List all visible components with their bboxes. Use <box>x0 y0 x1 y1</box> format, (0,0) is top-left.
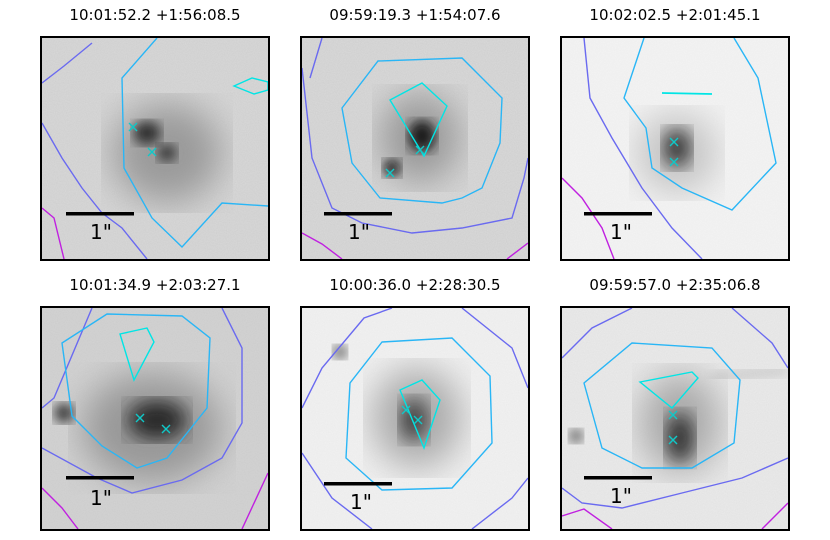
contour-outer <box>471 477 528 529</box>
contour-inner <box>638 371 699 409</box>
cutout-panel-5: 10:00:36.0 +2:28:30.5 1" <box>300 270 530 531</box>
contour-outer <box>42 122 148 259</box>
scale-bar-label: 1" <box>90 220 112 244</box>
scale-bar <box>584 212 652 216</box>
contour-outer <box>731 308 788 369</box>
contour-outer <box>562 308 633 359</box>
scale-bar <box>324 212 392 216</box>
scale-bar-label: 1" <box>350 490 372 514</box>
source-marker <box>668 410 678 420</box>
panel-title: 10:02:02.5 +2:01:45.1 <box>589 6 761 24</box>
contour-outer <box>562 457 788 509</box>
contour-far <box>506 242 528 259</box>
contour-mid <box>345 337 493 491</box>
source-marker <box>401 405 411 415</box>
image-cutout: 1" <box>40 36 270 261</box>
panel-title: 10:00:36.0 +2:28:30.5 <box>329 276 501 294</box>
contour-mid <box>623 38 777 211</box>
image-cutout: 1" <box>300 36 530 261</box>
contour-inner <box>399 379 441 451</box>
cutout-panel-3: 10:02:02.5 +2:01:45.1 1" <box>560 0 790 261</box>
scale-bar <box>324 482 392 486</box>
contour-far <box>241 472 268 529</box>
cutout-panel-1: 10:01:52.2 +1:56:08.5 1" <box>40 0 270 261</box>
scale-bar-label: 1" <box>348 220 370 244</box>
contour-outer <box>302 452 373 529</box>
panel-title: 09:59:57.0 +2:35:06.8 <box>589 276 761 294</box>
contour-outer <box>42 308 93 409</box>
source-marker <box>147 147 157 157</box>
contour-far <box>302 232 343 259</box>
image-cutout: 1" <box>560 36 790 261</box>
panel-title: 10:01:52.2 +1:56:08.5 <box>69 6 241 24</box>
image-cutout: 1" <box>300 306 530 531</box>
cutout-panel-2: 09:59:19.3 +1:54:07.6 1" <box>300 0 530 261</box>
image-cutout: 1" <box>560 306 790 531</box>
contour-outer <box>302 308 393 409</box>
source-marker <box>415 145 425 155</box>
contour-outer <box>42 308 243 494</box>
cutout-panel-6: 09:59:57.0 +2:35:06.8 1" <box>560 270 790 531</box>
contour-outer <box>583 38 703 259</box>
image-cutout: 1" <box>40 306 270 531</box>
scale-bar <box>66 212 134 216</box>
source-marker <box>669 137 679 147</box>
source-marker <box>413 415 423 425</box>
scale-bar <box>66 476 134 480</box>
contour-far <box>42 487 79 529</box>
contour-far <box>562 508 613 529</box>
source-marker <box>668 435 678 445</box>
contour-outer <box>461 308 528 389</box>
source-marker <box>669 157 679 167</box>
contour-inner <box>661 92 713 95</box>
contour-mid <box>121 38 268 249</box>
panel-title: 10:01:34.9 +2:03:27.1 <box>69 276 241 294</box>
scale-bar <box>584 476 652 480</box>
source-marker <box>161 424 171 434</box>
source-marker <box>128 122 138 132</box>
source-marker <box>385 168 395 178</box>
contour-inner <box>389 82 448 158</box>
scale-bar-label: 1" <box>610 220 632 244</box>
contour-mid <box>583 342 741 469</box>
contour-mid <box>61 313 211 469</box>
contour-inner <box>119 327 155 382</box>
contour-outer <box>302 67 528 234</box>
contour-outer <box>42 42 93 84</box>
contour-far <box>761 502 788 529</box>
panel-title: 09:59:19.3 +1:54:07.6 <box>329 6 501 24</box>
cutout-panel-4: 10:01:34.9 +2:03:27.1 1" <box>40 270 270 531</box>
contour-outer <box>309 38 323 79</box>
contour-inner <box>232 77 268 95</box>
contour-mid <box>341 57 503 204</box>
source-marker <box>135 413 145 423</box>
contour-far <box>42 207 65 259</box>
scale-bar-label: 1" <box>90 486 112 510</box>
scale-bar-label: 1" <box>610 484 632 508</box>
